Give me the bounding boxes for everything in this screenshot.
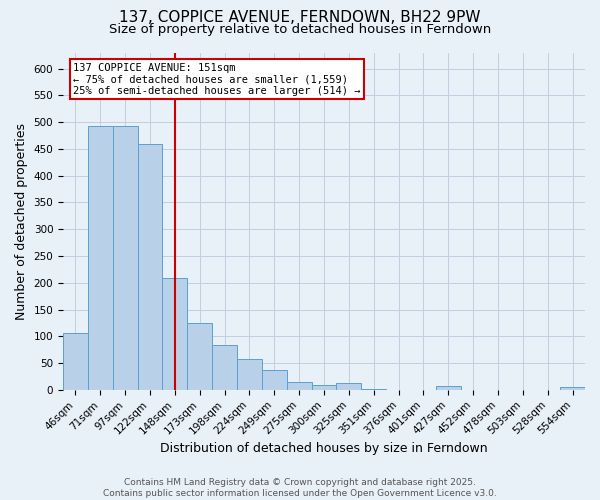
Text: 137, COPPICE AVENUE, FERNDOWN, BH22 9PW: 137, COPPICE AVENUE, FERNDOWN, BH22 9PW — [119, 10, 481, 25]
Bar — [63, 332, 88, 390]
Text: 137 COPPICE AVENUE: 151sqm
← 75% of detached houses are smaller (1,559)
25% of s: 137 COPPICE AVENUE: 151sqm ← 75% of deta… — [73, 62, 361, 96]
Bar — [560, 386, 585, 390]
Bar — [187, 324, 212, 390]
Bar — [337, 383, 361, 390]
Bar — [88, 126, 113, 390]
Bar — [287, 382, 311, 390]
Bar — [361, 389, 386, 390]
Bar — [237, 360, 262, 390]
Text: Contains HM Land Registry data © Crown copyright and database right 2025.
Contai: Contains HM Land Registry data © Crown c… — [103, 478, 497, 498]
Y-axis label: Number of detached properties: Number of detached properties — [15, 122, 28, 320]
Bar — [262, 370, 287, 390]
Bar — [163, 278, 187, 390]
Text: Size of property relative to detached houses in Ferndown: Size of property relative to detached ho… — [109, 22, 491, 36]
Bar — [113, 126, 137, 390]
Bar — [436, 386, 461, 390]
Bar — [311, 384, 337, 390]
Bar — [137, 144, 163, 390]
X-axis label: Distribution of detached houses by size in Ferndown: Distribution of detached houses by size … — [160, 442, 488, 455]
Bar — [212, 345, 237, 390]
